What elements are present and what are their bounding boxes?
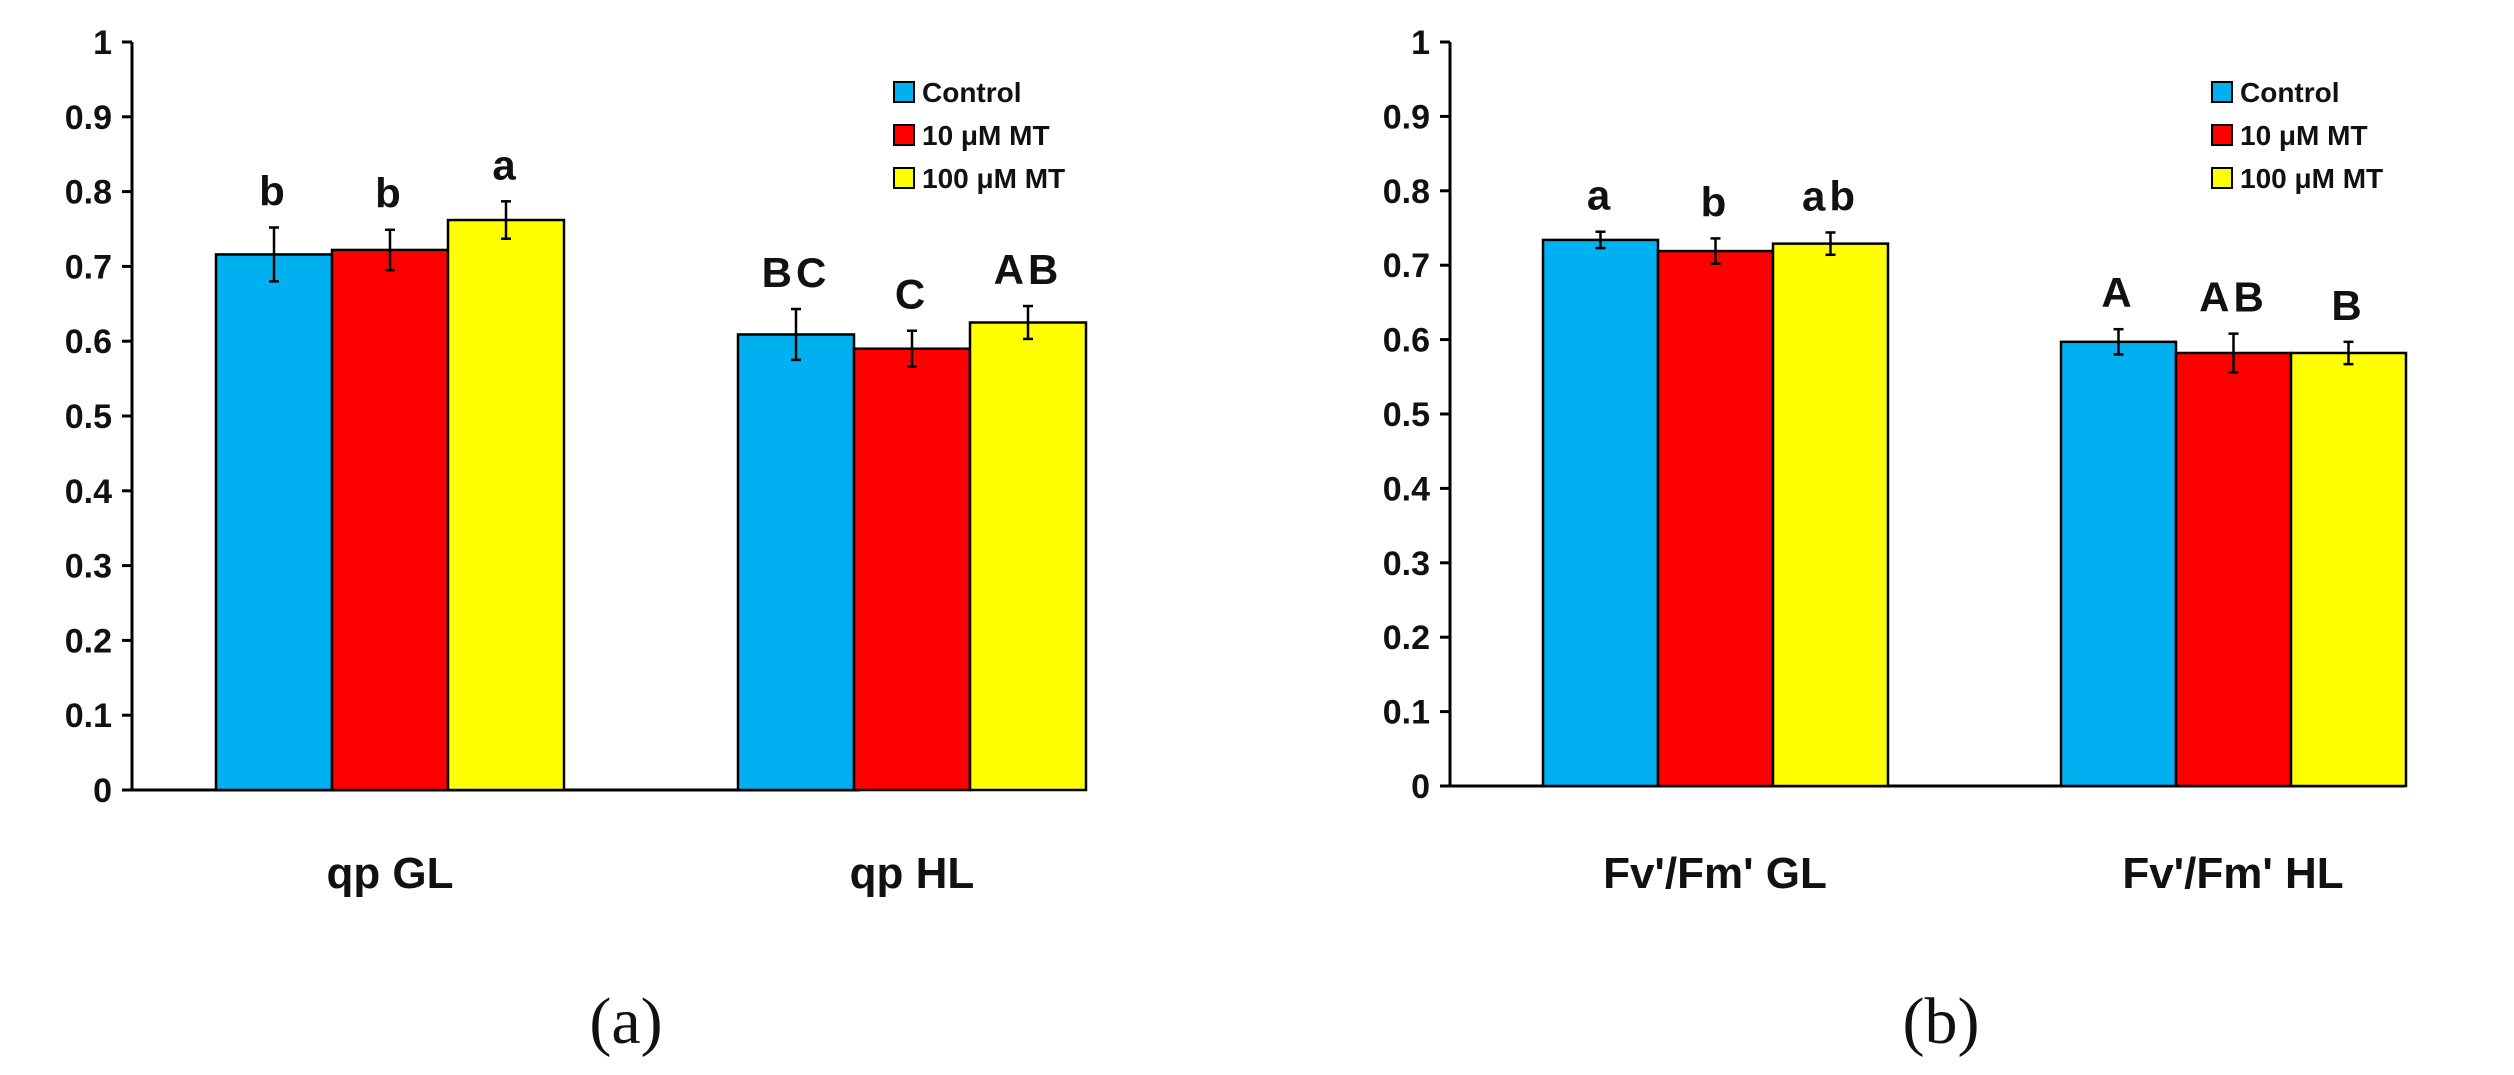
y-tick-label: 0.4	[1383, 470, 1430, 508]
panel-label: (a)	[589, 985, 662, 1058]
significance-letter: a	[492, 141, 519, 188]
significance-letter: AB	[994, 246, 1063, 293]
bar	[330, 248, 450, 792]
bar	[736, 333, 856, 792]
bar	[446, 218, 566, 792]
category-label: qp HL	[850, 849, 975, 898]
significance-letter: ab	[1802, 172, 1859, 219]
chart-panel-a: 0 0.1 0.2 0.3 0.4 0.5 0.6 0.7 0.8 0.9 1 b BC b Ca AB qp …	[65, 24, 1088, 1058]
significance-letter: C	[895, 271, 929, 318]
y-tick-label: 0	[93, 772, 112, 810]
legend-swatch	[2211, 124, 2233, 146]
y-tick-label: 0.2	[1383, 619, 1430, 657]
bar	[1771, 242, 1890, 788]
y-tick-label: 0.7	[65, 248, 112, 286]
y-tick-label: 0.6	[1383, 322, 1430, 360]
y-tick-label: 0.9	[1383, 98, 1430, 136]
y-tick-label: 0.4	[65, 473, 112, 511]
bar	[1656, 249, 1775, 788]
significance-letter: a	[1587, 172, 1614, 219]
bar	[2289, 351, 2408, 788]
y-tick-label: 0.1	[65, 697, 112, 735]
legend-label: 100 μM MT	[2240, 163, 2383, 194]
significance-letter: A	[2101, 269, 2135, 316]
y-tick-label: 0.3	[1383, 545, 1430, 583]
y-tick-label: 0	[1411, 768, 1430, 806]
bar	[1541, 238, 1660, 788]
y-tick-label: 0.5	[65, 398, 112, 436]
y-tick-label: 0.9	[65, 99, 112, 137]
category-label: Fv'/Fm' GL	[1603, 849, 1827, 898]
bar	[2174, 351, 2293, 788]
legend-label: Control	[2240, 77, 2340, 108]
y-tick-label: 0.6	[65, 323, 112, 361]
legend-label: 10 μM MT	[2240, 120, 2368, 151]
significance-letter: AB	[2199, 274, 2268, 321]
y-tick-label: 0.1	[1383, 694, 1430, 732]
legend-swatch	[2211, 167, 2233, 189]
significance-letter: b	[1701, 178, 1731, 225]
legend-swatch	[893, 124, 915, 146]
y-tick-label: 0.8	[1383, 173, 1430, 211]
significance-letter: b	[259, 168, 289, 215]
y-tick-label: 1	[93, 24, 112, 62]
bar	[968, 321, 1088, 792]
significance-letter: BC	[762, 249, 831, 296]
y-tick-label: 0.5	[1383, 396, 1430, 434]
legend-label: Control	[922, 77, 1022, 108]
category-label: qp GL	[326, 849, 453, 898]
chart-panel-b: 0 0.1 0.2 0.3 0.4 0.5 0.6 0.7 0.8 0.9 1 a Ab AB ab B Fv'…	[1383, 24, 2408, 1058]
bar	[2059, 340, 2178, 788]
legend-swatch	[893, 81, 915, 103]
panel-label: (b)	[1903, 985, 1980, 1058]
y-tick-label: 1	[1411, 24, 1430, 62]
bar	[214, 253, 334, 792]
category-label: Fv'/Fm' HL	[2122, 849, 2343, 898]
y-tick-label: 0.8	[65, 174, 112, 212]
legend-swatch	[2211, 81, 2233, 103]
y-tick-label: 0.3	[65, 548, 112, 586]
legend-swatch	[893, 167, 915, 189]
legend-label: 100 μM MT	[922, 163, 1065, 194]
y-tick-label: 0.7	[1383, 247, 1430, 285]
significance-letter: b	[375, 170, 405, 217]
significance-letter: B	[2331, 282, 2365, 329]
y-tick-label: 0.2	[65, 622, 112, 660]
legend-label: 10 μM MT	[922, 120, 1050, 151]
bar	[852, 347, 972, 792]
